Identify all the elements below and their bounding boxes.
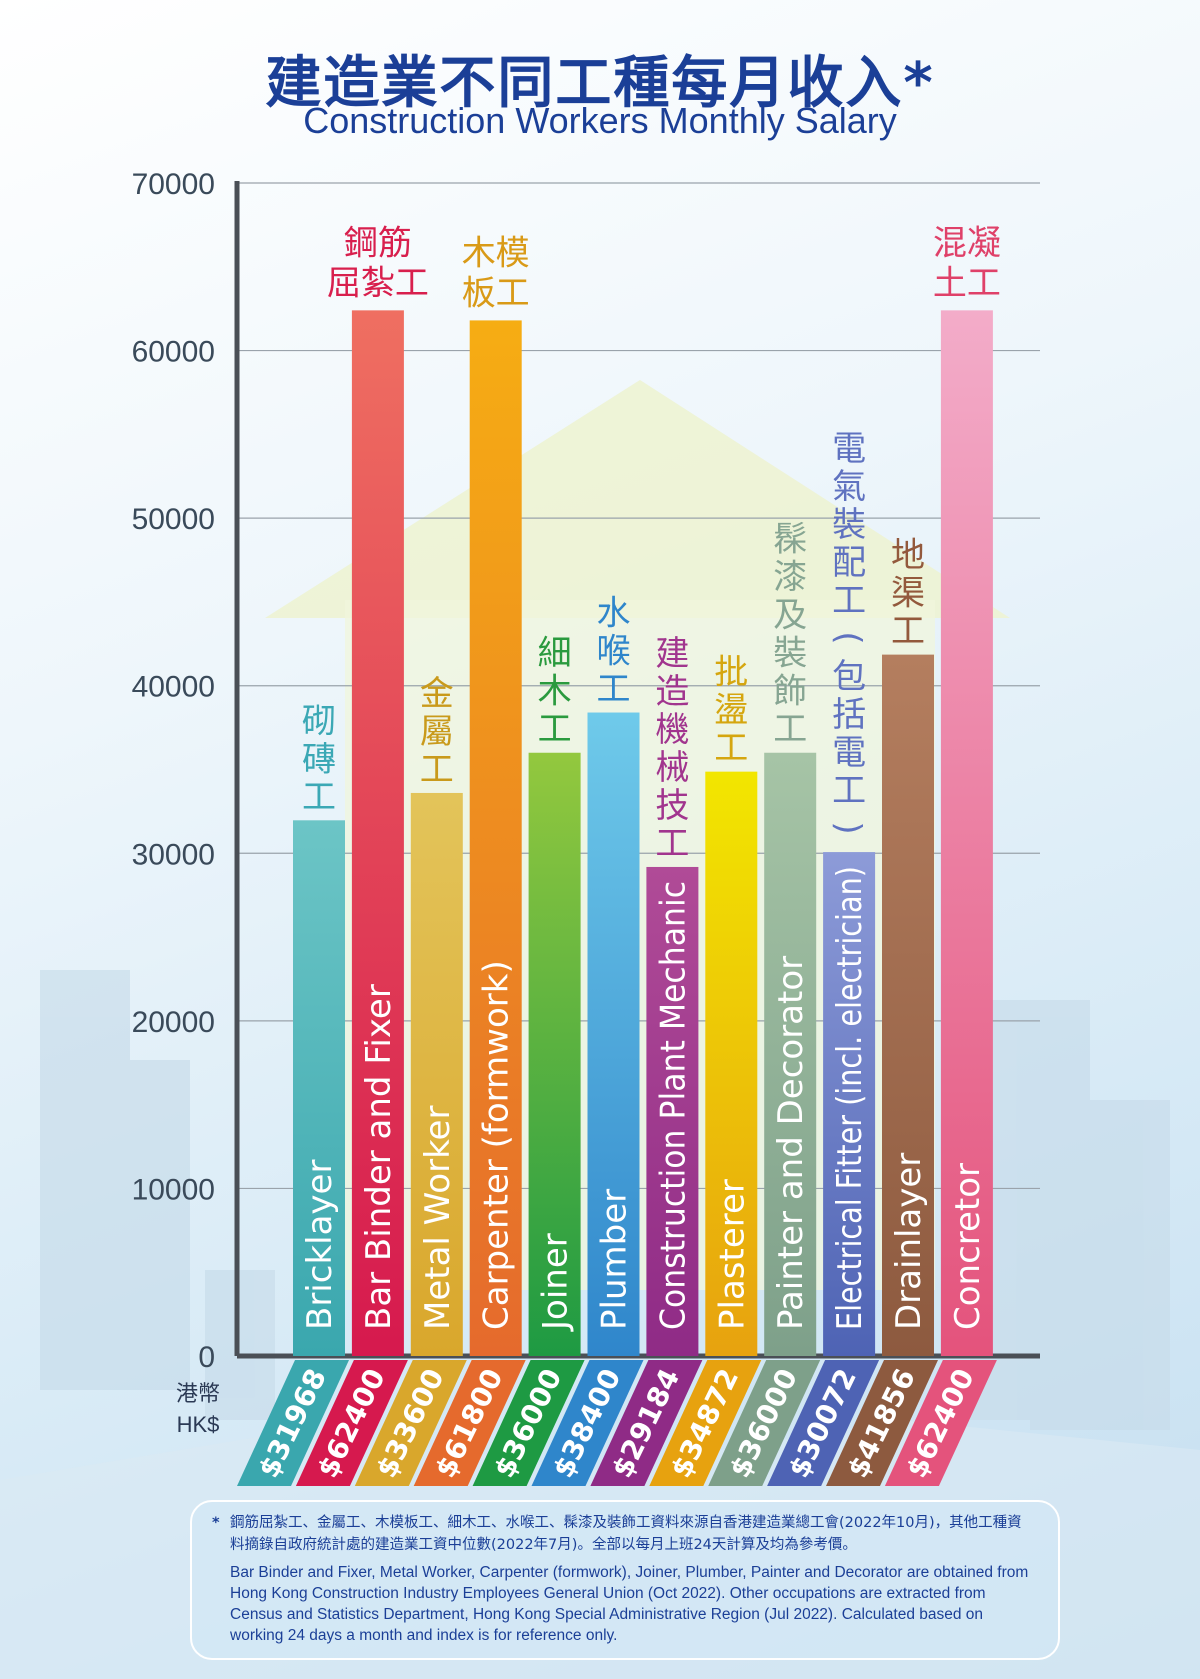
bar-label-zh-char: 氣 [832,467,866,507]
y-tick-label: 50000 [132,503,215,536]
bar-label-zh-char: 細 [538,634,572,674]
bar-label-en: Plasterer [712,1179,752,1330]
bar-label-zh: 板工 [462,273,530,313]
chart-subtitle: Construction Workers Monthly Salary [303,100,897,141]
bar-label-zh-char: 裝 [832,505,866,545]
bar-label-zh-char: 木 [538,672,572,712]
value-tag [590,1360,703,1486]
bar-plumber [587,712,640,1356]
bar-bricklayer [293,820,345,1356]
y-tick-label: 30000 [132,838,215,871]
bar-drainlayer [882,654,934,1356]
bar-label-zh-char: 工 [832,581,866,621]
value-tag [295,1360,408,1486]
bar-label-zh-char: ) [828,821,868,834]
bar-label-zh: 屈紮工 [327,263,429,303]
bar-label-zh-char: 工 [832,771,866,811]
bar-label-zh-char: 裝 [773,634,807,674]
bar-plasterer [705,771,758,1356]
bar-painter-and-decorator [764,752,817,1356]
bar-label-zh-char: 工 [773,710,807,750]
value-tag [649,1360,762,1486]
bar-label-zh-char: 屬 [420,712,454,752]
bar-label-zh-char: 械 [655,748,689,788]
bar-label-zh-char: 漆 [773,558,807,598]
bar-label-zh-char: 工 [538,710,572,750]
bar-bar-binder-and-fixer [351,310,404,1357]
value-tag [354,1360,467,1486]
bar-label-zh: 木模 [462,233,530,273]
bar-label-zh-char: 喉 [597,632,631,672]
bar-label-zh-char: 括 [832,695,866,735]
bar-label-en: Painter and Decorator [771,956,811,1330]
bar-label-zh-char: 金 [420,674,454,714]
bar-label-zh-char: 水 [597,594,631,634]
bar-metal-worker [410,792,463,1356]
bar-label-zh-char: 建 [655,634,689,674]
bar-label-zh-char: 包 [832,657,866,697]
value-tag [708,1360,821,1486]
bar-label-zh-char: 砌 [302,701,336,741]
value-tag [472,1360,585,1486]
footnote-english: Bar Binder and Fixer, Metal Worker, Carp… [230,1564,1029,1644]
y-tick-label: 60000 [132,336,215,369]
footnote-box: 鋼筋屈紮工、金屬工、木模板工、細木工、水喉工、髹漆及裝飾工資料來源自香港建造業總… [190,1500,1060,1660]
bar-label-zh-char: 電 [832,733,866,773]
currency-label-zh: 港幣 [176,1382,220,1407]
bar-label-en: Metal Worker [418,1106,458,1330]
bar-label-zh-char: 造 [655,672,689,712]
bar-label-zh-char: 工 [420,750,454,790]
bar-label-zh: 鋼筋 [344,223,412,263]
y-tick-label: 0 [198,1341,215,1374]
bar-label-zh-char: 地 [891,536,925,576]
y-tick-label: 40000 [132,671,215,704]
bar-concretor [940,310,993,1357]
bar-electrical-fitter-incl-electrician- [823,852,876,1356]
bar-label-en: Bar Binder and Fixer [359,984,399,1330]
bar-label-zh-char: 配 [832,543,866,583]
value-tag [767,1360,880,1486]
value-tag [413,1360,526,1486]
bar-label-zh-char: 飾 [773,672,807,712]
value-tag [237,1360,349,1486]
footnote-chinese: 鋼筋屈紮工、金屬工、木模板工、細木工、水喉工、髹漆及裝飾工資料來源自香港建造業總… [212,1512,1036,1556]
bar-label-zh-char: 機 [655,710,689,750]
bar-label-zh-char: 工 [714,729,748,769]
chart-title: 建造業不同工種每月收入* [265,51,935,116]
bar-label-zh-char: 技 [655,786,689,826]
y-tick-label: 20000 [132,1006,215,1039]
bar-joiner [528,752,581,1356]
bar-label-en: Concretor [948,1163,988,1330]
bar-label-en: Drainlayer [889,1153,929,1330]
bar-construction-plant-mechanic [646,866,699,1356]
bar-label-zh-char: 工 [302,777,336,817]
y-tick-label: 70000 [132,168,215,201]
bar-label-zh-char: 批 [714,653,748,693]
value-tag [826,1360,938,1486]
bar-label-zh-char: 工 [597,670,631,710]
bar-label-zh: 混凝 [933,223,1001,263]
bar-label-zh-char: 渠 [891,574,925,614]
y-tick-label: 10000 [132,1173,215,1206]
bar-label-zh-char: 工 [891,612,925,652]
bar-label-en: Plumber [595,1189,635,1330]
bar-label-zh-char: 電 [832,429,866,469]
bar-label-en: Electrical Fitter (incl. electrician) [830,866,870,1330]
bar-label-zh-char: 磚 [302,739,336,779]
bar-label-en: Bricklayer [300,1160,340,1330]
bar-label-zh-char: 髹 [773,520,807,560]
bar-label-en: Carpenter (formwork) [477,960,517,1330]
bar-carpenter-formwork- [469,320,522,1356]
value-tag [531,1360,644,1486]
bar-label-zh-char: 盪 [714,691,748,731]
bar-label-en: Construction Plant Mechanic [653,881,693,1330]
bar-label-zh-char: ( [828,631,868,644]
bar-label-en: Joiner [536,1233,576,1332]
currency-label-en: HK$ [177,1412,220,1437]
bar-label-zh-char: 及 [773,596,807,636]
bar-label-zh: 土工 [933,263,1001,303]
value-tag [884,1360,997,1486]
bar-label-zh-char: 工 [655,824,689,864]
